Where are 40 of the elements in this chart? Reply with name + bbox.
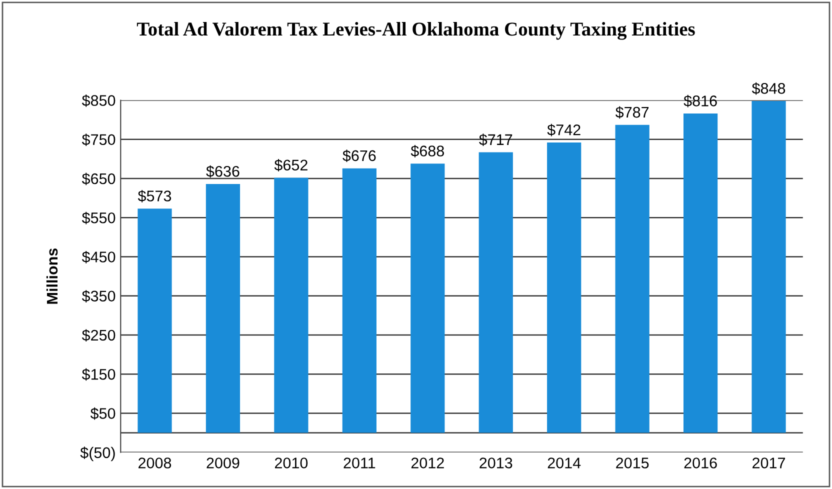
y-tick-label: $250 <box>82 329 116 342</box>
bar <box>410 164 445 433</box>
data-label: $688 <box>410 144 444 158</box>
y-tick-label: $650 <box>82 172 116 186</box>
x-tick-label: 2015 <box>616 458 649 468</box>
data-label: $652 <box>274 159 308 172</box>
y-tick-label: $150 <box>82 368 116 381</box>
data-label: $676 <box>342 150 376 162</box>
bar <box>752 101 786 433</box>
x-tick-label: 2013 <box>480 458 512 468</box>
data-label: $742 <box>547 124 580 136</box>
data-label: $848 <box>752 82 786 95</box>
y-tick-label: $550 <box>82 212 116 224</box>
y-tick-label: $(50) <box>80 446 115 462</box>
bar <box>138 208 172 433</box>
bar <box>342 168 376 433</box>
data-label: $573 <box>138 190 172 202</box>
x-tick-label: 2016 <box>684 458 717 468</box>
bar <box>478 152 513 433</box>
y-tick-label: $450 <box>82 250 116 264</box>
y-tick-label: $50 <box>90 407 116 420</box>
bar <box>547 142 582 433</box>
bar <box>274 178 308 433</box>
x-tick-label: 2011 <box>344 458 376 468</box>
y-tick-label: $750 <box>82 134 116 146</box>
x-tick-label: 2009 <box>206 458 240 468</box>
y-tick-label: $850 <box>82 94 116 107</box>
y-tick-label: $350 <box>82 290 116 302</box>
chart-title: Total Ad Valorem Tax Levies-All Oklahoma County Taxing Entities <box>136 22 695 40</box>
bar <box>683 114 718 433</box>
data-label: $636 <box>206 165 240 178</box>
x-tick-label: 2010 <box>274 458 308 468</box>
x-tick-label: 2012 <box>411 458 444 468</box>
x-tick-label: 2008 <box>138 458 172 468</box>
bar <box>615 124 650 433</box>
x-tick-label: 2014 <box>548 458 581 468</box>
x-tick-label: 2017 <box>752 458 785 468</box>
bar <box>206 184 240 433</box>
y-axis-title: Millions <box>46 248 58 304</box>
data-label: $787 <box>615 106 649 119</box>
